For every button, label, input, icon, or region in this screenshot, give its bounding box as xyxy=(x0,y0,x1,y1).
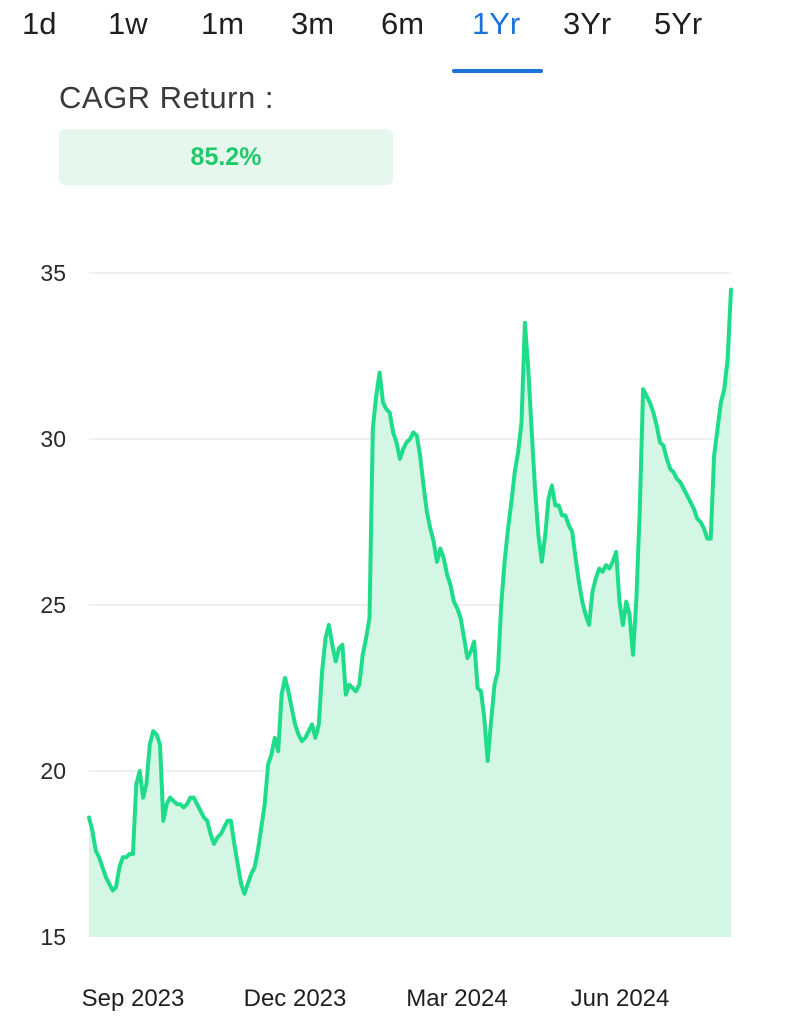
tab-3yr[interactable]: 3Yr xyxy=(563,6,612,41)
y-tick-label: 30 xyxy=(40,426,66,452)
cagr-value-box: 85.2% xyxy=(59,129,393,185)
x-tick-label: Sep 2023 xyxy=(82,985,185,1012)
y-tick-label: 25 xyxy=(40,592,66,618)
chart-area-layer xyxy=(87,287,733,938)
tab-1m[interactable]: 1m xyxy=(201,6,245,41)
x-axis: Sep 2023 Dec 2023 Mar 2024 Jun 2024 xyxy=(82,985,670,1012)
tab-1w[interactable]: 1w xyxy=(108,6,148,41)
tab-1d[interactable]: 1d xyxy=(22,6,57,41)
tab-5yr[interactable]: 5Yr xyxy=(654,6,703,41)
period-tabs: 1d 1w 1m 3m 6m 1Yr 3Yr 5Yr xyxy=(0,0,793,80)
y-tick-label: 15 xyxy=(40,924,66,950)
y-tick-label: 20 xyxy=(40,758,66,784)
series-area-fill xyxy=(89,289,731,938)
cagr-label: CAGR Return : xyxy=(59,80,274,115)
tab-3m[interactable]: 3m xyxy=(291,6,335,41)
x-tick-label: Jun 2024 xyxy=(571,985,670,1012)
tab-1yr[interactable]: 1Yr xyxy=(472,6,521,41)
tab-6m[interactable]: 6m xyxy=(381,6,425,41)
series-line xyxy=(87,287,733,896)
x-tick-label: Mar 2024 xyxy=(406,985,507,1012)
active-tab-indicator xyxy=(452,69,543,73)
x-tick-label: Dec 2023 xyxy=(244,985,347,1012)
y-axis: 15 20 25 30 35 xyxy=(40,260,66,950)
y-tick-label: 35 xyxy=(40,260,66,286)
cagr-value: 85.2% xyxy=(190,142,262,171)
